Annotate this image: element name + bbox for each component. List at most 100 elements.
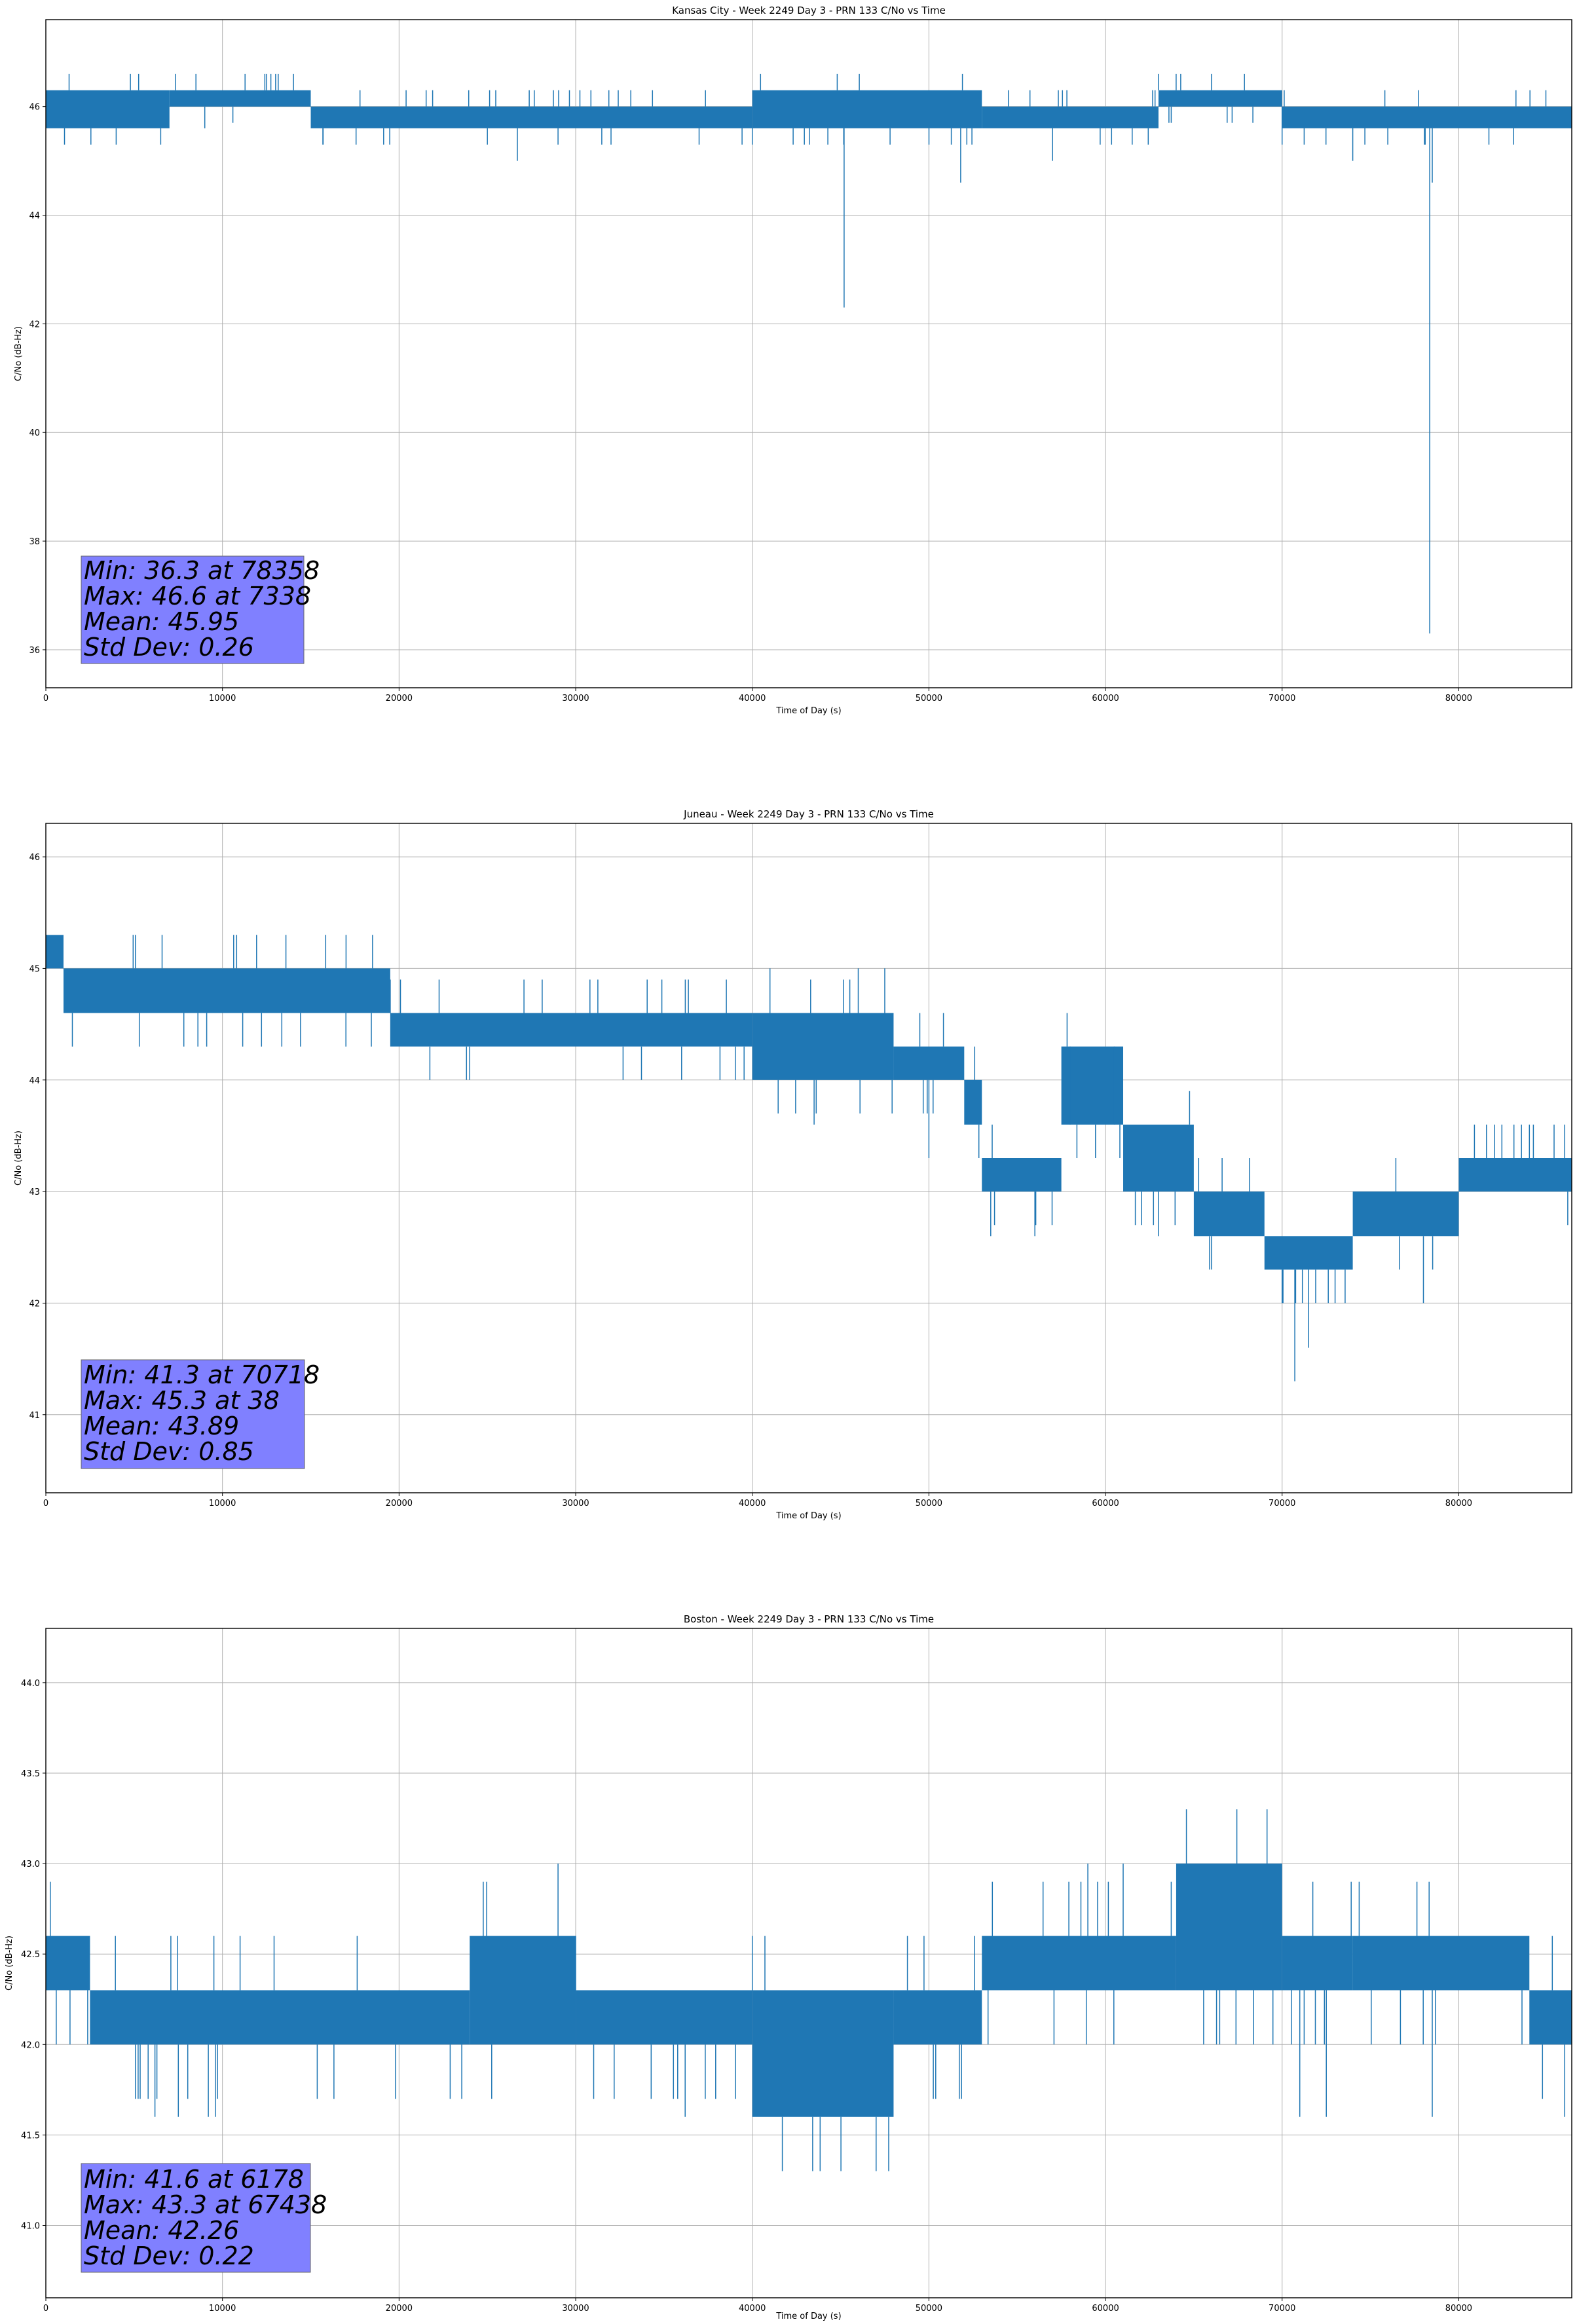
data-band [982, 1158, 1062, 1192]
y-tick-label: 46 [29, 103, 40, 113]
x-tick-label: 70000 [1269, 694, 1295, 703]
x-tick-label: 70000 [1269, 1499, 1295, 1509]
x-tick-label: 40000 [739, 694, 766, 703]
panel-kansas-city: 0 10000 20000 30000 40000 50000 60000 70000 8000… [14, 5, 1572, 716]
stats-max: Max: 46.6 at 7338 [84, 582, 311, 610]
stats-min: Min: 41.6 at 6178 [84, 2165, 304, 2194]
y-tick-label: 40 [29, 428, 40, 438]
data-spikes [46, 935, 1568, 1381]
axis-ticks: 0 10000 20000 30000 40000 50000 60000 70000 8000… [29, 853, 1472, 1509]
x-tick-label: 10000 [209, 694, 236, 703]
stats-min: Min: 36.3 at 78358 [84, 556, 320, 585]
y-tick-label: 41.0 [21, 2222, 40, 2232]
data-band [390, 1013, 752, 1047]
y-tick-label: 41.5 [21, 2131, 40, 2141]
data-band [1193, 1191, 1265, 1237]
data-band [1282, 106, 1572, 128]
data-band [893, 1046, 965, 1080]
x-tick-label: 0 [43, 1499, 48, 1509]
x-tick-label: 50000 [916, 694, 942, 703]
stats-mean: Mean: 43.89 [84, 1412, 239, 1440]
data-band [1352, 1936, 1530, 1991]
y-tick-label: 43.5 [21, 1769, 40, 1779]
panel-juneau: 0 10000 20000 30000 40000 50000 60000 70000 8000… [14, 808, 1572, 1521]
y-tick-label: 36 [29, 646, 40, 656]
data-band [893, 1990, 982, 2045]
y-tick-label: 44 [29, 212, 40, 221]
series-line [46, 1809, 1572, 2171]
data-band [982, 106, 1159, 128]
y-tick-label: 43.0 [21, 1860, 40, 1869]
data-spikes [50, 1809, 1565, 2171]
x-tick-label: 50000 [916, 2304, 942, 2314]
axis-ticks: 0 10000 20000 30000 40000 50000 60000 70000 8000… [21, 1679, 1472, 2314]
x-tick-label: 60000 [1092, 694, 1119, 703]
plot-frame [45, 1628, 1572, 2298]
y-tick-label: 44.0 [21, 1679, 40, 1689]
y-tick-label: 44 [29, 1076, 40, 1086]
data-band [46, 90, 170, 128]
stats-min: Min: 41.3 at 70718 [84, 1360, 320, 1389]
data-band [63, 968, 390, 1013]
data-band [1458, 1158, 1572, 1192]
y-axis-label: C/No (dB-Hz) [14, 326, 24, 381]
x-tick-label: 30000 [562, 2304, 589, 2314]
chart-title: Juneau - Week 2249 Day 3 - PRN 133 C/No … [683, 808, 934, 820]
data-band [1529, 1990, 1572, 2045]
y-tick-label: 42 [29, 320, 40, 329]
stats-box [81, 1359, 305, 1469]
y-axis-label: C/No (dB-Hz) [14, 1131, 24, 1186]
chart-title: Kansas City - Week 2249 Day 3 - PRN 133 … [672, 5, 946, 16]
y-tick-label: 45 [29, 964, 40, 974]
stats-box [81, 2163, 311, 2273]
x-tick-label: 80000 [1445, 694, 1472, 703]
x-axis-label: Time of Day (s) [775, 1511, 841, 1521]
x-tick-label: 20000 [386, 2304, 413, 2314]
y-tick-label: 41 [29, 1411, 40, 1421]
y-tick-label: 42.0 [21, 2040, 40, 2050]
y-axis-label: C/No (dB-Hz) [5, 1936, 14, 1991]
data-band [964, 1079, 982, 1125]
data-band [310, 106, 752, 128]
x-tick-label: 60000 [1092, 2304, 1119, 2314]
data-band [169, 90, 311, 107]
data-band [1282, 1936, 1353, 1991]
data-band [752, 1013, 894, 1080]
x-tick-label: 40000 [739, 2304, 766, 2314]
data-band [752, 1990, 894, 2117]
x-tick-label: 30000 [562, 1499, 589, 1509]
x-axis-label: Time of Day (s) [775, 706, 841, 716]
stats-box [81, 555, 305, 664]
plot-frame [45, 823, 1572, 1493]
data-band [576, 1990, 752, 2045]
data-band [982, 1936, 1176, 1991]
x-tick-label: 20000 [386, 1499, 413, 1509]
x-tick-label: 80000 [1445, 2304, 1472, 2314]
x-tick-label: 0 [43, 694, 48, 703]
data-band [90, 1990, 470, 2045]
stats-std-dev: Std Dev: 0.26 [84, 633, 254, 662]
data-band [1352, 1191, 1459, 1237]
x-tick-label: 80000 [1445, 1499, 1472, 1509]
x-tick-label: 10000 [209, 2304, 236, 2314]
data-band [46, 935, 64, 969]
stats-mean: Mean: 42.26 [84, 2216, 239, 2245]
series-line [46, 935, 1572, 1381]
data-band [1123, 1124, 1194, 1192]
data-band [470, 1936, 576, 2045]
data-band [1264, 1236, 1353, 1270]
y-tick-label: 43 [29, 1188, 40, 1197]
x-tick-label: 0 [43, 2304, 48, 2314]
y-tick-label: 46 [29, 853, 40, 863]
x-tick-label: 10000 [209, 1499, 236, 1509]
y-tick-label: 42 [29, 1299, 40, 1309]
data-band [1061, 1046, 1124, 1125]
axis-ticks: 0 10000 20000 30000 40000 50000 60000 70000 8000… [29, 103, 1472, 703]
data-spikes [64, 73, 1547, 634]
data-band [752, 90, 982, 128]
plot-frame [45, 19, 1572, 688]
x-tick-label: 40000 [739, 1499, 766, 1509]
series-line [46, 73, 1572, 634]
y-tick-label: 38 [29, 537, 40, 547]
stats-max: Max: 43.3 at 67438 [84, 2190, 327, 2219]
